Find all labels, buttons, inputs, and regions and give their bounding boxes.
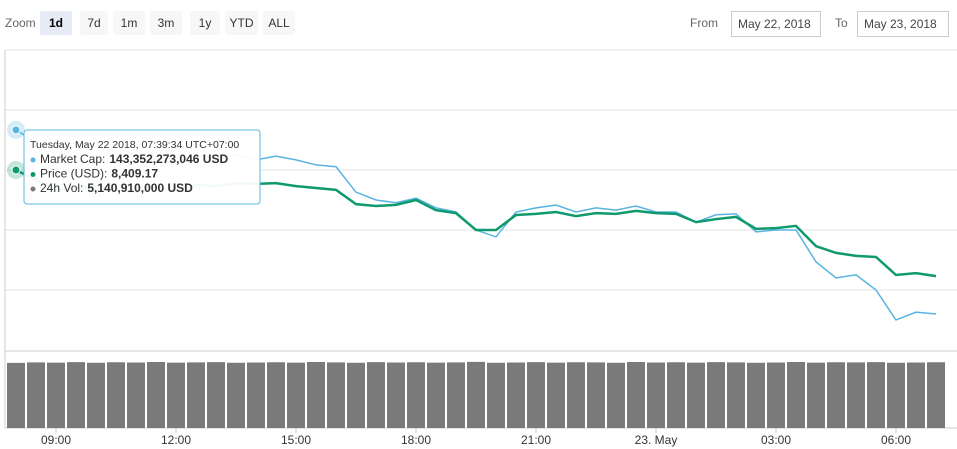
x-tick-label: 03:00 — [761, 433, 791, 447]
volume-bar — [27, 362, 45, 428]
hover-marker — [11, 125, 21, 135]
volume-bar — [447, 362, 465, 428]
volume-bar — [587, 362, 605, 428]
x-tick-label: 09:00 — [41, 433, 71, 447]
volume-bar — [407, 362, 425, 428]
x-tick-label: 06:00 — [881, 433, 911, 447]
volume-bar — [827, 362, 845, 428]
volume-bar — [227, 362, 245, 428]
hover-halo — [7, 120, 25, 139]
volume-bar — [307, 362, 325, 428]
volume-bar — [87, 362, 105, 428]
volume-bar — [327, 362, 345, 428]
to-label: To — [835, 16, 848, 30]
tooltip-label: Market Cap: — [40, 152, 105, 166]
tooltip-value: 143,352,273,046 USD — [109, 152, 228, 166]
volume-bar — [247, 362, 265, 428]
tooltip-dot — [30, 186, 36, 192]
zoom-label: Zoom — [5, 16, 36, 30]
tooltip: Tuesday, May 22 2018, 07:39:34 UTC+07:00… — [23, 129, 261, 205]
volume-bar — [687, 362, 705, 428]
volume-bar — [767, 362, 785, 428]
volume-bar — [927, 362, 945, 428]
volume-bar — [207, 362, 225, 428]
x-tick-label: 23. May — [635, 433, 678, 447]
volume-bar — [707, 362, 725, 428]
zoom-button[interactable]: 7d — [80, 11, 108, 35]
volume-bar — [287, 362, 305, 428]
tooltip-label: 24h Vol: — [40, 181, 83, 195]
volume-bar — [107, 362, 125, 428]
volume-bar — [367, 362, 385, 428]
volume-bar — [267, 362, 285, 428]
volume-bar — [807, 362, 825, 428]
volume-bar — [167, 362, 185, 428]
volume-bar — [187, 362, 205, 428]
zoom-button[interactable]: 1y — [190, 11, 220, 35]
zoom-button[interactable]: YTD — [225, 11, 258, 35]
volume-bar — [747, 362, 765, 428]
tooltip-dot — [30, 172, 36, 177]
volume-bar — [127, 362, 145, 428]
volume-bar — [607, 362, 625, 428]
volume-bar — [627, 362, 645, 428]
tooltip-box — [23, 129, 261, 205]
zoom-button[interactable]: 1d — [40, 11, 72, 35]
volume-bar — [507, 362, 525, 428]
volume-bar — [487, 362, 505, 428]
x-tick-label: 18:00 — [401, 433, 431, 447]
from-label: From — [690, 16, 718, 30]
tooltip-dot — [30, 157, 36, 163]
x-tick-label: 12:00 — [161, 433, 191, 447]
from-input[interactable]: May 22, 2018 — [731, 11, 821, 37]
volume-bar — [147, 362, 165, 428]
hover-halo — [7, 161, 25, 179]
tooltip-value: 8,409.17 — [111, 167, 158, 181]
grid — [5, 49, 957, 291]
tooltip-value: 5,140,910,000 USD — [87, 181, 193, 195]
line — [15, 168, 937, 278]
volume-bar — [867, 362, 885, 428]
tooltip-label: Price (USD): — [40, 167, 107, 181]
volume-bar — [47, 362, 65, 428]
zoom-button[interactable]: 3m — [150, 11, 182, 35]
tooltip-row: 24h Vol: 5,140,910,000 USD — [40, 181, 193, 195]
volume-bar — [567, 362, 585, 428]
volume-bar — [467, 361, 485, 428]
line — [15, 129, 937, 321]
volume-bar — [887, 362, 905, 428]
to-input[interactable]: May 23, 2018 — [857, 11, 949, 37]
volume-bar — [647, 362, 665, 428]
x-tick-label: 21:00 — [521, 433, 551, 447]
zoom-button[interactable]: 1m — [113, 11, 145, 35]
volume-bar — [907, 362, 925, 428]
tooltip-row: Market Cap: 143,352,273,046 USD — [40, 152, 228, 166]
tooltip-title: Tuesday, May 22 2018, 07:39:34 UTC+07:00 — [30, 139, 239, 151]
volume-bar — [387, 362, 405, 428]
volume-bar — [527, 362, 545, 428]
volume-bar — [347, 362, 365, 428]
tooltip-row: Price (USD): 8,409.17 — [40, 167, 158, 181]
volume-bar — [667, 362, 685, 428]
volume-bar — [67, 362, 85, 428]
volume-bar — [727, 362, 745, 428]
volume-bar — [7, 362, 25, 428]
hover-marker — [11, 165, 21, 175]
volume-bar — [547, 362, 565, 428]
zoom-button[interactable]: ALL — [263, 11, 295, 35]
volume-bar — [847, 362, 865, 428]
x-tick-label: 15:00 — [281, 433, 311, 447]
volume-bar — [427, 362, 445, 428]
volume-bar — [787, 362, 805, 428]
